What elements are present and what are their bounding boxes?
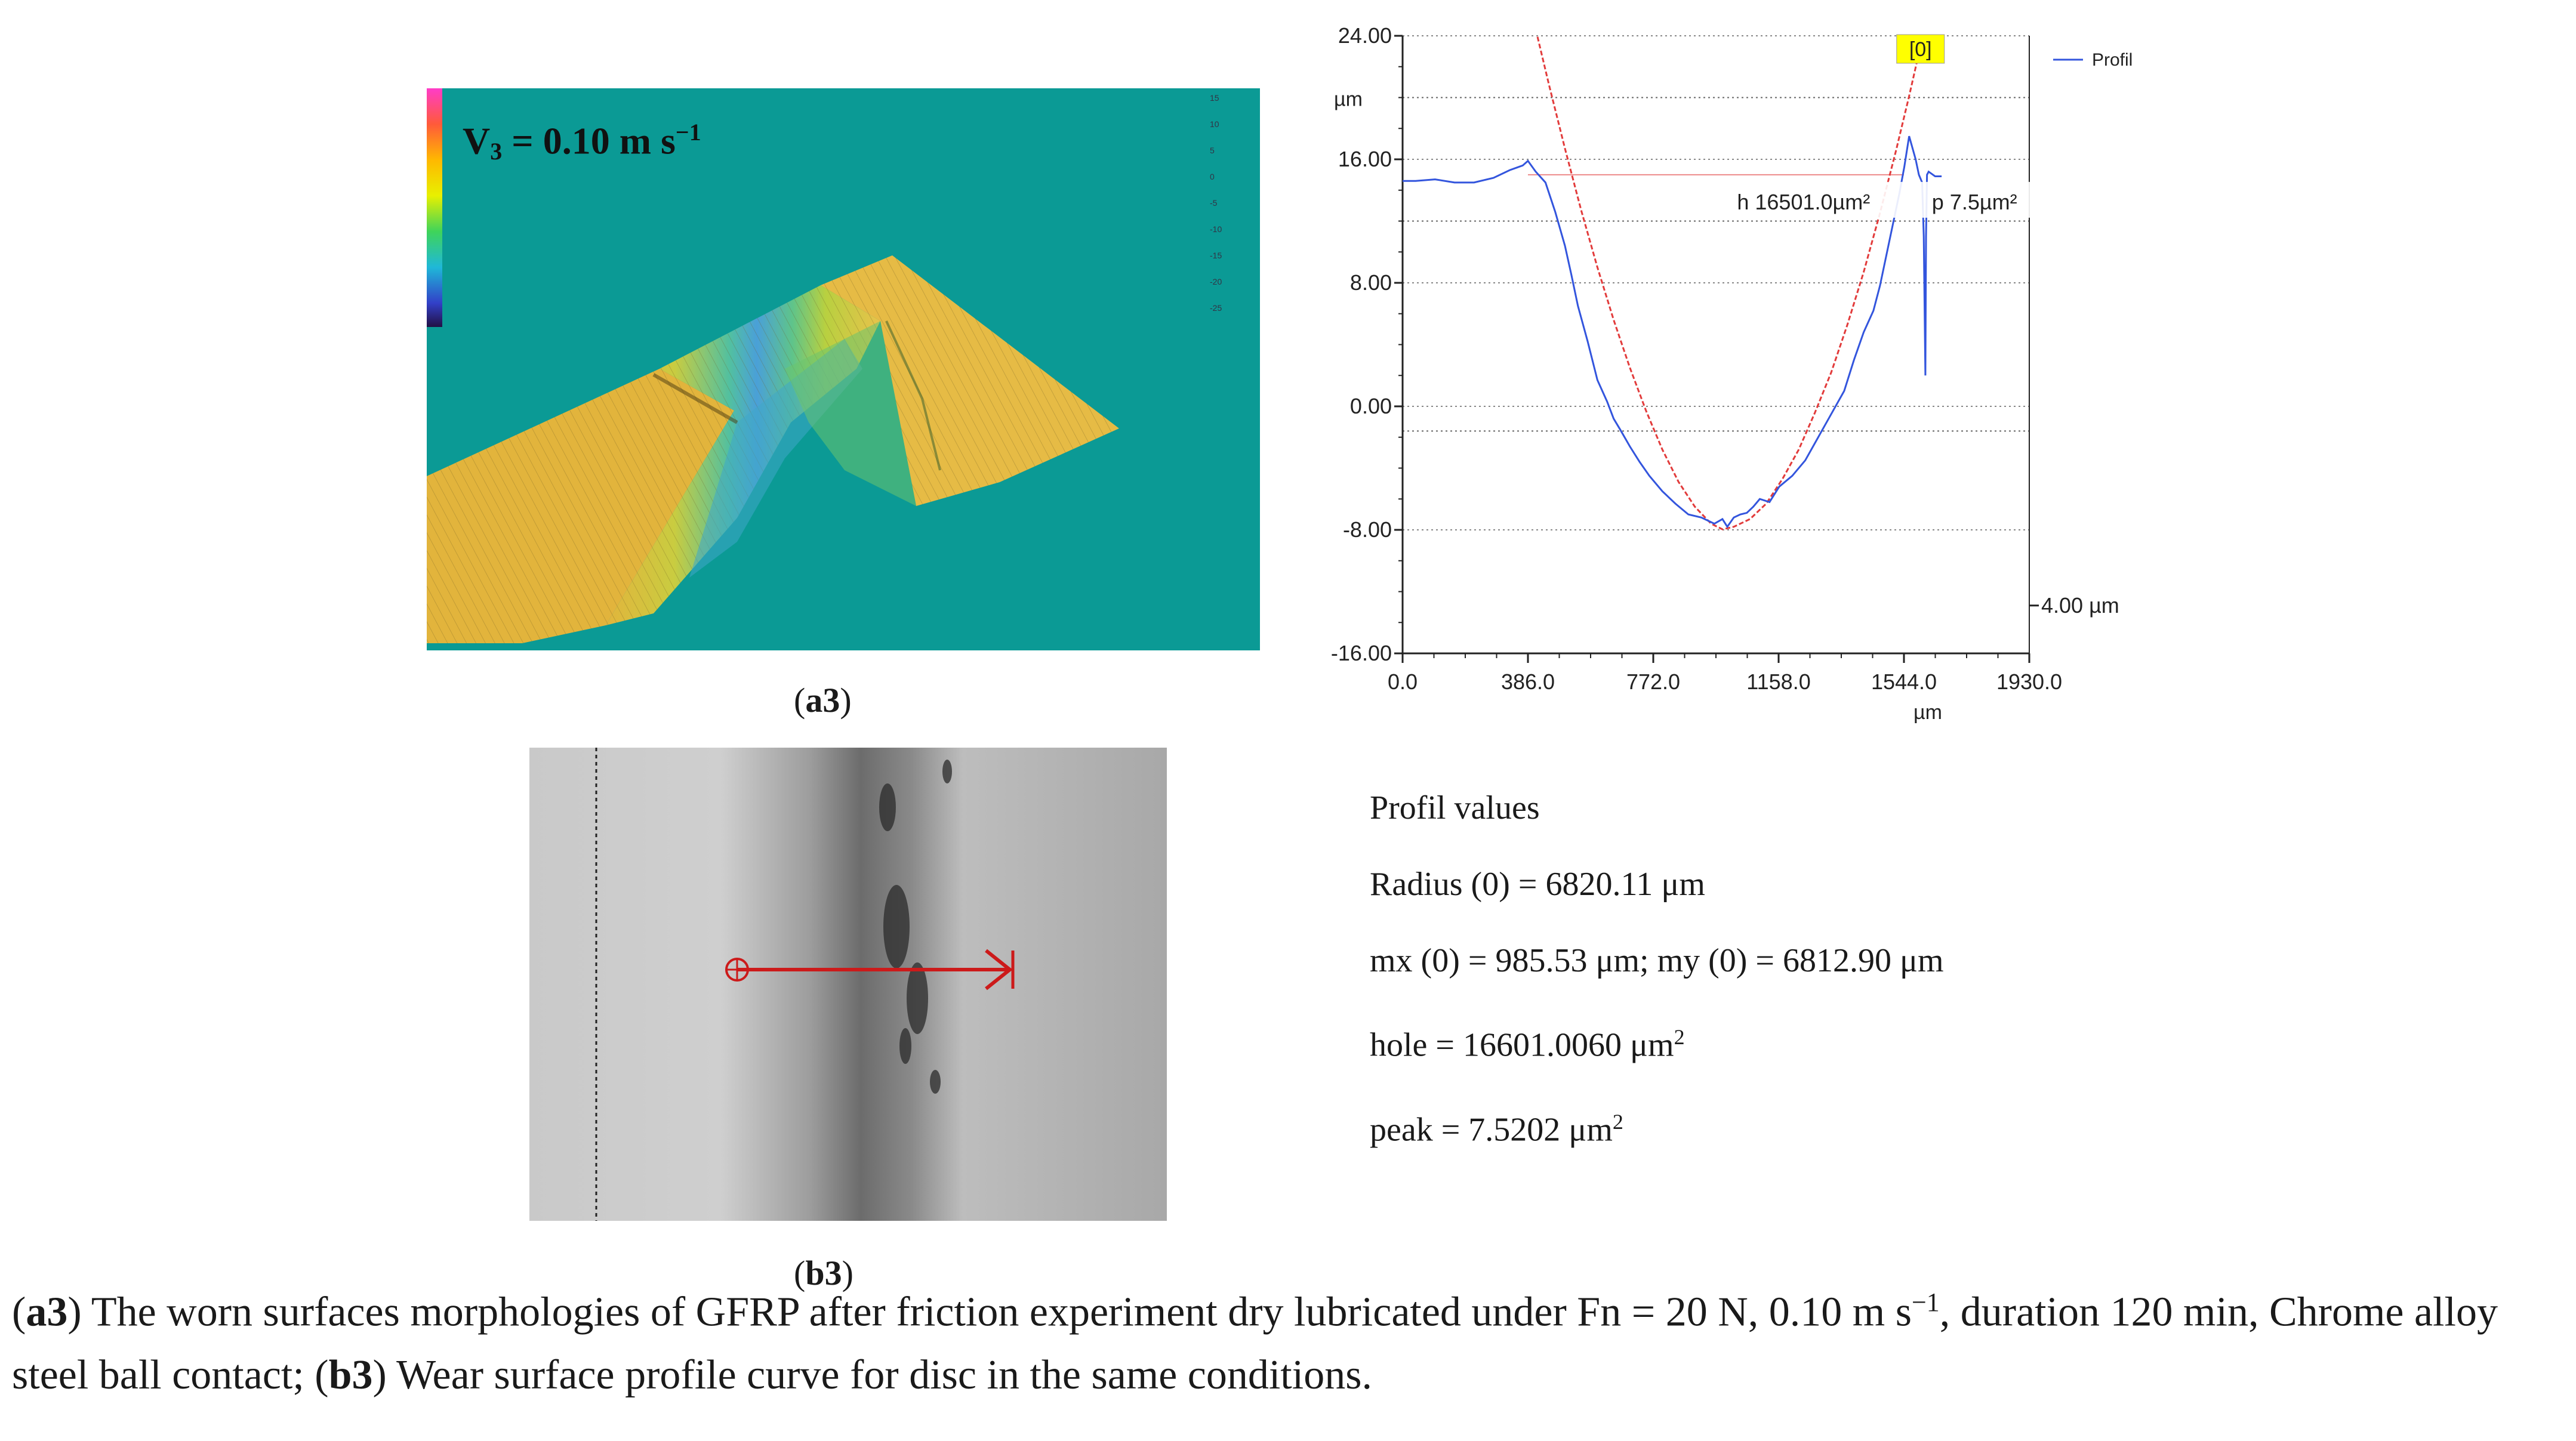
- marker-box: [1896, 34, 1945, 64]
- annotation-p: p 7.5µm²: [1932, 190, 2017, 214]
- microscopy-image: [529, 748, 1167, 1221]
- x-tick-label: 772.0: [1626, 669, 1680, 694]
- x-tick-label: 386.0: [1501, 669, 1555, 694]
- caption-b3: (b3): [794, 1254, 853, 1292]
- y-tick-label: 8.00: [1350, 270, 1392, 295]
- x-axis-label: µm: [1913, 701, 1942, 724]
- hole-value: hole = 16601.0060 μm2: [1370, 1025, 1685, 1064]
- colorbar-tick: -20: [1210, 277, 1222, 286]
- y-tick-label: 24.00: [1338, 23, 1392, 48]
- chart-series: [1403, 36, 1942, 530]
- series-fit-circle: [1536, 36, 1923, 530]
- y-tick-label: -8.00: [1343, 517, 1392, 542]
- colorbar-tick: -5: [1210, 198, 1218, 208]
- center-values: mx (0) = 985.53 μm; my (0) = 6812.90 μm: [1370, 942, 1944, 979]
- colorbar-tick: -10: [1210, 224, 1222, 234]
- peak-value: peak = 7.5202 μm2: [1370, 1109, 1623, 1149]
- y-unit-label: µm: [1334, 88, 1363, 111]
- colorbar-tick: 15: [1210, 93, 1219, 103]
- velocity-label: V3 = 0.10 m s−1: [463, 119, 701, 165]
- surface-3d-image: V3 = 0.10 m s−1 15 10 5 0 -5 -10 -15 -20…: [427, 88, 1260, 650]
- marker-label: [0]: [1909, 38, 1932, 61]
- figure-caption: (a3) The worn surfaces morphologies of G…: [12, 1288, 2498, 1399]
- surface-3d-render: [427, 255, 1119, 643]
- colorbar-tick: -25: [1210, 303, 1222, 313]
- series-profil: [1403, 135, 1942, 529]
- annotation-bg: [1727, 181, 2044, 218]
- color-scale-bar: [427, 88, 442, 327]
- scale-label: 4.00 µm: [2041, 593, 2119, 618]
- colorbar-tick: 0: [1210, 172, 1215, 181]
- y-tick-label: 16.00: [1338, 147, 1392, 171]
- x-tick-label: 1930.0: [1996, 669, 2062, 694]
- x-tick-label: 1158.0: [1746, 669, 1810, 694]
- colorbar-tick: 10: [1210, 119, 1219, 129]
- radius-value: Radius (0) = 6820.11 μm: [1370, 866, 1705, 903]
- profile-line-marker: [725, 949, 1015, 991]
- y-tick-label: -16.00: [1331, 641, 1392, 665]
- profil-values-heading: Profil values: [1370, 789, 1540, 826]
- colorbar-tick: 5: [1210, 146, 1215, 155]
- x-tick-label: 0.0: [1388, 669, 1418, 694]
- legend-label: Profil: [2092, 50, 2133, 70]
- x-tick-label: 1544.0: [1871, 669, 1937, 694]
- colorbar-tick: -15: [1210, 251, 1222, 260]
- chart-grid: [1403, 35, 2029, 654]
- series-group: [1403, 36, 1942, 530]
- profile-chart: 24.00 16.00 8.00 0.00 -8.00 -16.00 µm 0.0 386.0 7…: [1331, 23, 2133, 724]
- annotation-h: h 16501.0µm²: [1737, 190, 1870, 214]
- caption-a3: (a3): [794, 681, 852, 720]
- y-tick-label: 0.00: [1350, 394, 1392, 418]
- chart-axes: [1394, 35, 2030, 663]
- chart-labels: 24.00 16.00 8.00 0.00 -8.00 -16.00 µm 0.0 386.0 7…: [1331, 23, 2133, 724]
- profil-values: Profil values Radius (0) = 6820.11 μm mx…: [1370, 770, 1944, 1168]
